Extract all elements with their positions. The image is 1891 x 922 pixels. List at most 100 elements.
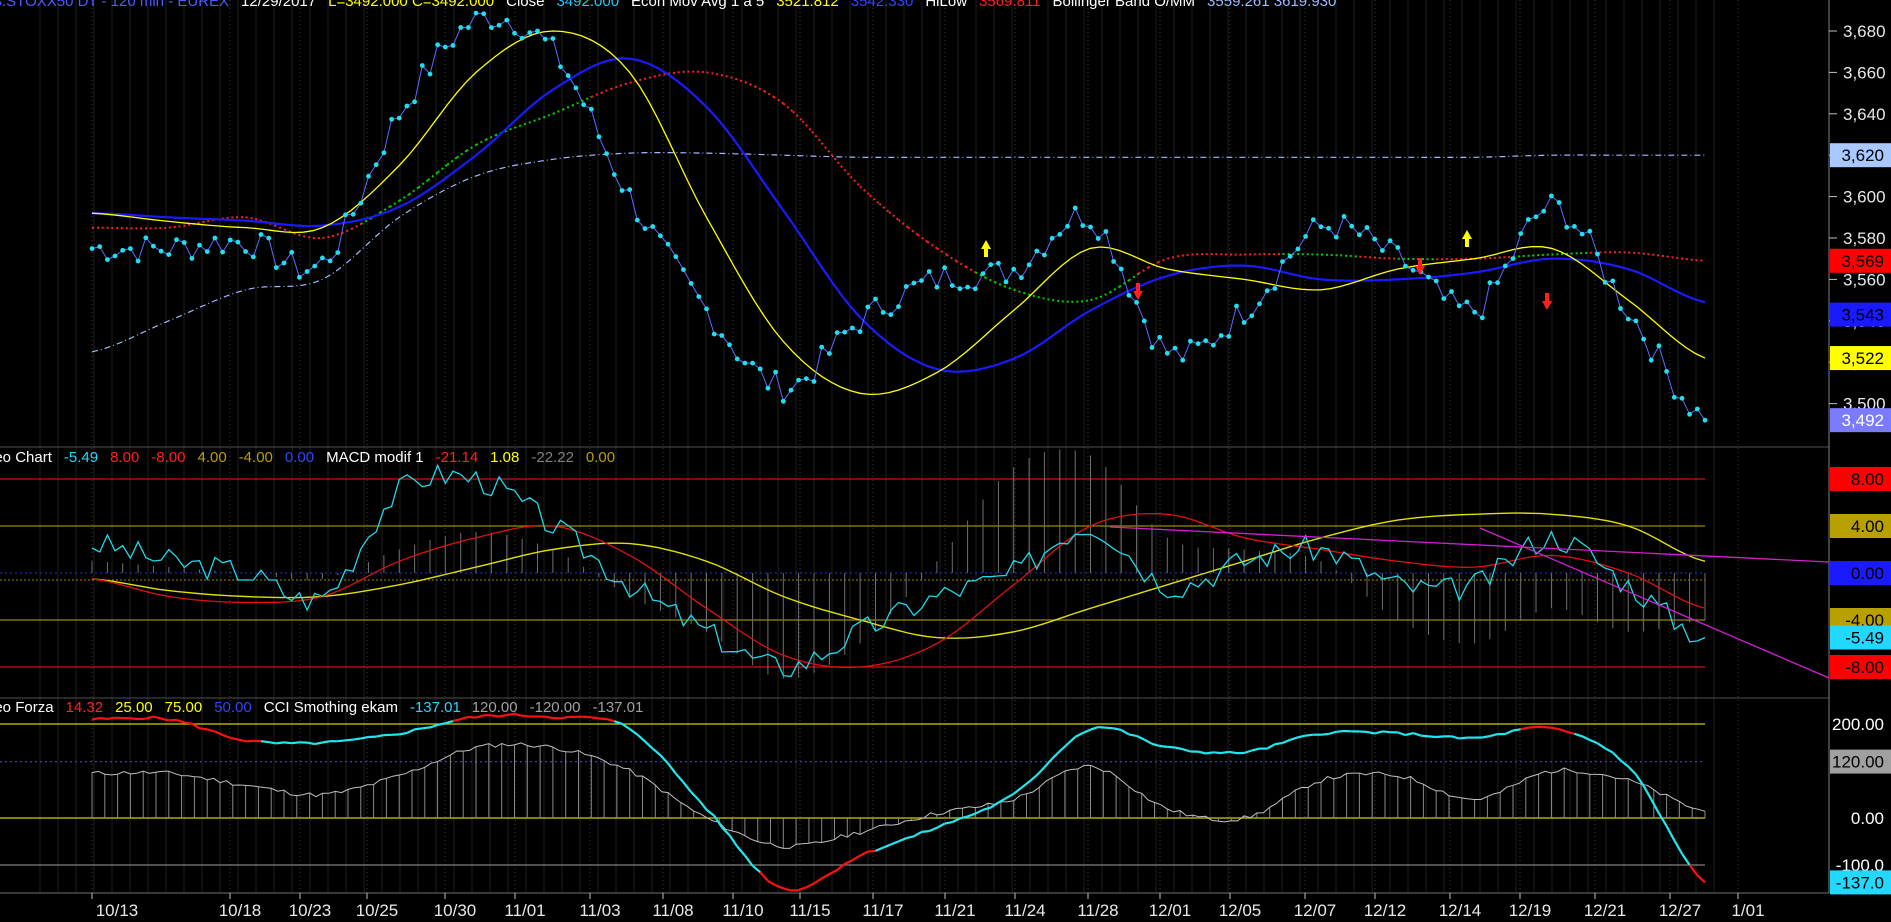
hilow-segment [303,235,314,239]
hilow-segment [945,253,957,262]
legend-entry: Leo Forza [0,699,54,716]
close-point [873,296,878,302]
cci-segment [1619,759,1629,768]
close-point [266,235,272,241]
close-point [1111,259,1116,264]
cci-segment [1120,728,1130,736]
close-point [827,351,832,356]
cci-segment [1266,743,1276,750]
legend-entry: 120.00 [472,699,518,716]
cci-segment [1589,738,1598,745]
close-point [627,187,633,193]
cci-segment [283,741,292,745]
close-price-line [89,10,1708,423]
close-point [1295,246,1301,252]
hilow-segment [1003,285,1015,291]
cci-segment [1197,750,1206,755]
close-point [535,28,540,34]
close-point [550,36,556,41]
close-point [704,306,709,312]
close-point [312,263,318,269]
cci-segment [1167,745,1176,749]
close-point [711,331,717,337]
hilow-segment [1080,299,1091,303]
hilow-segment [581,96,592,103]
cci-panel[interactable]: Leo Forza 14.32 25.00 75.00 50.00 CCI Smothin… [0,699,1706,892]
close-point [788,387,794,393]
cci-segment [997,797,1007,804]
cci-segment [491,714,500,718]
bollinger-path [91,152,1705,353]
hilow-segment [389,199,400,208]
close-point [819,344,825,350]
hilow-segment [907,226,919,236]
close-point [1042,252,1047,258]
hilow-segment [1656,254,1667,258]
close-point [235,239,241,245]
cci-segment [951,817,961,824]
hilow-segment [801,120,813,133]
hilow-segment [168,225,179,229]
date-label: 12/05 [1219,901,1262,920]
signal-arrow [981,240,991,257]
hilow-segment [629,79,640,84]
cci-segment [1428,735,1437,739]
cci-segment [191,722,201,730]
close-point [1310,217,1316,223]
cci-segment [1036,766,1046,776]
legend-entry: -4.00 [239,449,273,466]
axis-badge [1830,749,1891,774]
close-point [158,248,164,254]
hilow-segment [1349,254,1360,258]
signal-arrows [981,230,1552,310]
hilow-segment [600,88,611,94]
close-point [135,258,141,264]
cci-segment [1098,726,1106,729]
close-point [573,85,579,91]
legend-entry: -137.01 [592,699,643,716]
price-panel[interactable]: SS.STOXX50 DT - 120 min - EUREX 12/29/201… [0,0,1708,423]
close-point [212,235,218,241]
close-point [127,246,133,252]
close-point [1011,266,1017,272]
hilow-segment [610,84,621,90]
cci-segment [1482,735,1491,739]
cci-segment [522,714,530,718]
close-point [1656,343,1662,349]
date-label: 12/14 [1439,901,1482,920]
close-point [1364,225,1370,230]
cci-segment [667,762,677,775]
legend-entry: -8.00 [151,449,185,466]
cci-segment [468,715,477,719]
close-point [1410,267,1416,273]
close-point [1702,417,1708,423]
legend-entry: HiLow [925,0,967,10]
cci-segment [782,887,792,892]
cci-segment [1289,736,1299,741]
legend-entry: 4.00 [197,449,226,466]
legend-entry: L=3492.000 C=3492.000 [328,0,494,10]
cci-segment [445,720,454,725]
cci-segment [1657,812,1668,827]
legend-entry: 12/29/2017 [241,0,316,10]
cci-segment [713,815,723,828]
hilow-segment [1090,296,1101,302]
close-point [458,25,464,30]
oscillator-axis-badges: 8.00 4.00 0.00 -4.00-5.49 -8.00 [1830,467,1891,679]
close-point [105,257,110,262]
legend-entry: 3569.811 [979,0,1040,10]
axis-badge [1830,712,1891,736]
cci-segment [1604,747,1614,754]
hilow-segment [1051,299,1062,303]
hilow-segment [446,156,458,166]
cci-segment [1051,750,1061,760]
cci-segment [1673,839,1683,855]
close-point [1541,208,1547,214]
oscillator-panel[interactable]: Leo Chart -5.49 8.00 -8.00 4.00 -4.00 0.00 MACD… [0,449,1830,679]
cci-segment [1642,785,1653,800]
close-point [227,237,233,243]
cci-segment [160,717,170,722]
axis-badge-label: 4.00 [1851,517,1884,536]
cci-segment [1151,742,1161,748]
